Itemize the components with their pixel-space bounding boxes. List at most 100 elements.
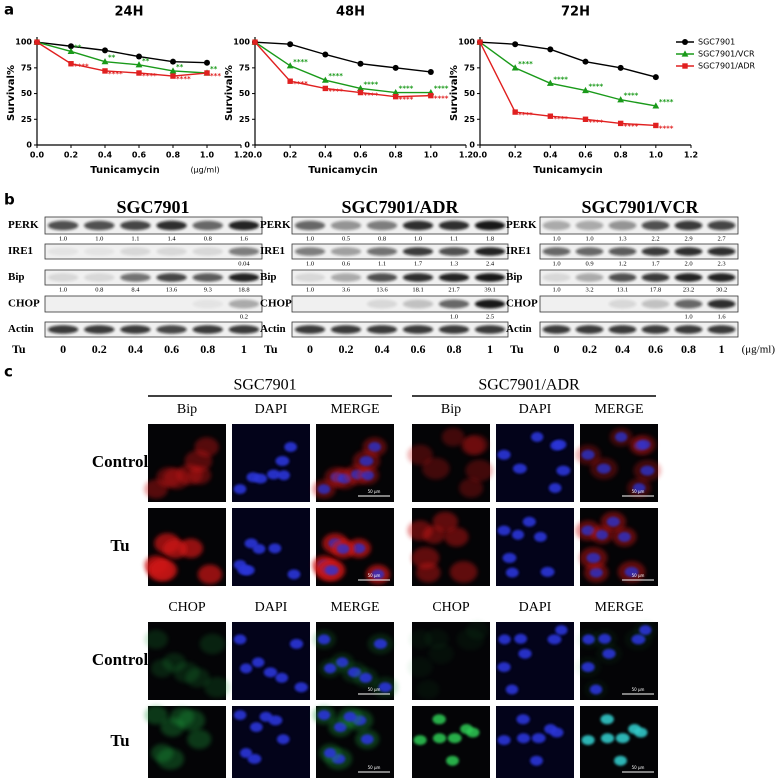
nucleus [446,755,459,766]
cell-signal [199,633,226,655]
nucleus [547,634,562,645]
cell-signal [144,629,168,649]
band-quantification: 30.2 [716,286,727,293]
significance: **** [293,58,308,66]
blot-band [575,220,604,231]
dose-value: 1 [241,342,247,356]
series-line [36,41,208,77]
band-quantification: 1.0 [306,260,314,267]
scale-bar-label: 50 μm [368,573,381,578]
point [34,39,40,45]
nucleus [284,442,298,453]
band-quantification: 17.8 [650,286,661,293]
blot-band [366,247,398,256]
x-tick-label: 0.6 [353,151,368,160]
blot-band [641,273,670,282]
nucleus [600,714,614,725]
nucleus [343,711,357,722]
scale-bar-label: 50 μm [368,765,381,770]
blot-band [156,273,187,282]
y-tick-label: 50 [239,89,251,98]
nucleus [606,516,620,527]
channel-label: CHOP [168,600,206,615]
cell-signal [150,659,174,678]
blot-band [228,247,260,256]
blot-band [438,220,470,231]
x-tick-label: 1.2 [234,151,248,160]
blot-band [608,325,637,334]
blot-band [707,299,736,309]
nucleus [233,484,247,495]
nucleus [502,552,517,563]
significance: **** [659,124,674,132]
x-tick-label: 1.2 [459,151,473,160]
significance: **** [328,72,343,80]
nucleus [614,755,627,766]
nucleus [640,465,655,476]
legend-marker [681,50,689,57]
nucleus [497,662,511,673]
band-quantification: 1.4 [168,235,177,242]
point [170,58,176,65]
nucleus [432,733,447,744]
band-quantification: 2.5 [486,313,494,320]
band-quantification: 13.1 [617,286,628,293]
dose-value: 1 [719,342,725,356]
nucleus [632,482,646,493]
nucleus [618,531,631,542]
band-quantification: 3.6 [342,286,351,293]
band-quantification: 21.7 [448,286,460,293]
scale-bar-label: 50 μm [368,489,381,494]
series-line [36,41,208,64]
nucleus [276,734,290,745]
y-tick-label: 25 [464,115,476,124]
blot-band [47,325,79,334]
blot-band [641,220,670,231]
band-quantification: 0.8 [378,235,386,242]
blot-band [438,247,470,256]
band-quantification: 39.1 [484,286,495,293]
dose-value: 0.8 [200,342,215,356]
dose-value: 0.6 [648,342,663,356]
significance: **** [589,82,604,90]
point [102,68,108,74]
nucleus [589,684,603,695]
nucleus [600,733,615,744]
blot-band [47,273,79,282]
dose-value: 0.4 [128,342,143,356]
band-quantification: 1.0 [552,235,560,242]
blot-band [402,299,434,309]
band-quantification: 9.3 [204,286,212,293]
nucleus [413,735,427,746]
point [392,93,399,100]
x-tick-label: 0.4 [318,151,333,160]
nucleus [323,748,337,759]
nucleus [252,543,266,554]
band-quantification: 1.1 [450,235,458,242]
x-tick-label: 0.8 [614,151,629,160]
dose-value: 0 [60,342,66,356]
band-quantification: 1.0 [59,286,67,293]
blot-row-label: Actin [8,323,34,335]
y-tick-label: 100 [15,38,32,47]
blot-band [192,273,223,282]
blot-band [330,325,362,334]
x-tick-label: 0.2 [283,151,297,160]
blot-band [402,273,434,282]
y-tick-label: 25 [239,115,251,124]
band-quantification: 1.0 [684,313,692,320]
blot-band [474,273,506,282]
dose-value: 0 [554,342,560,356]
cell-signal [150,559,178,581]
dose-value: 0.2 [92,342,107,356]
blot-band [156,220,187,231]
significance: **** [624,122,639,130]
cell-signal [465,620,489,640]
condition-label: Control [92,650,149,669]
point [392,64,399,71]
nucleus [595,529,609,540]
point [392,88,400,96]
x-tick-label: 0.0 [248,151,263,160]
blot-band [707,273,736,282]
